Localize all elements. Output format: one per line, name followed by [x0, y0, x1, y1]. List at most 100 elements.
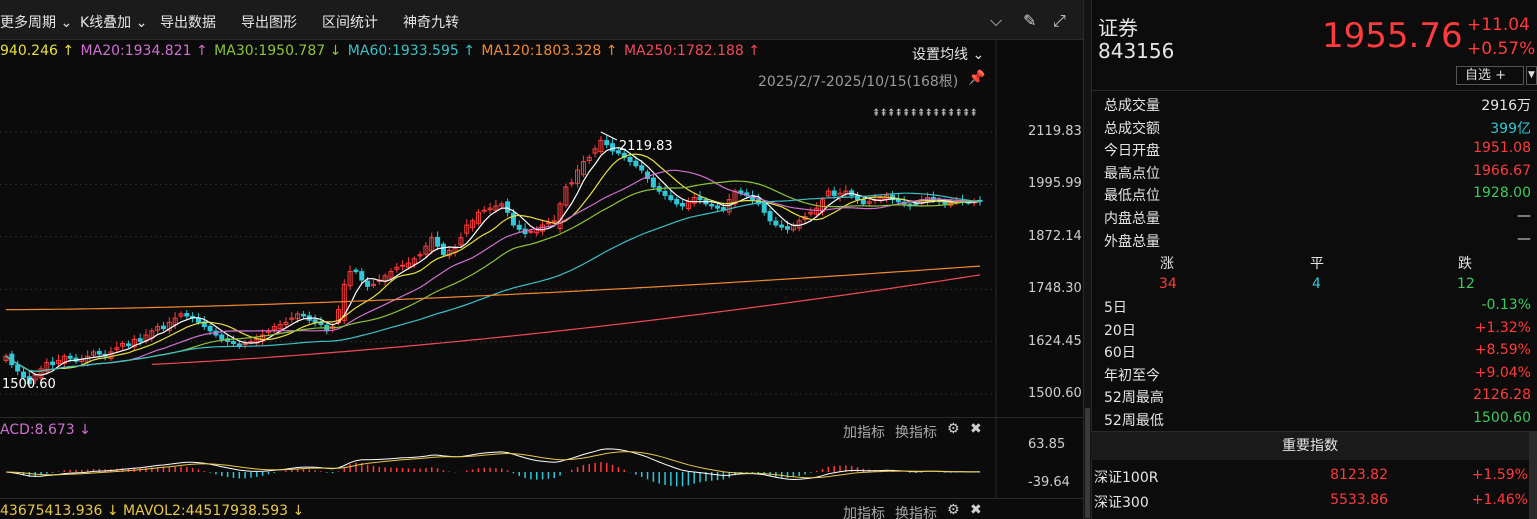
- high-annotation-arrow: [600, 131, 618, 141]
- marker-arrow: ⇞: [917, 108, 925, 119]
- price-tick: 1872.14: [1028, 229, 1082, 244]
- stat-value: —: [1517, 208, 1531, 224]
- ma250-line: [151, 274, 981, 365]
- divider: [1091, 431, 1537, 432]
- price-tick: 2119.83: [1028, 124, 1082, 139]
- gear-icon[interactable]: ⚙: [947, 502, 960, 518]
- candle-body: [814, 207, 820, 215]
- candle-body: [312, 319, 318, 323]
- candle-body: [575, 169, 581, 184]
- macd-dea-line: [5, 451, 980, 479]
- index-name[interactable]: 深证300: [1094, 495, 1149, 511]
- period-value: -0.13%: [1481, 297, 1531, 313]
- stat-label: 内盘总量: [1104, 211, 1160, 227]
- ma-setting-button[interactable]: 设置均线 ⌄: [912, 47, 985, 63]
- ma120-line: [6, 265, 981, 311]
- toolbar-magic-nine[interactable]: 神奇九转: [403, 15, 459, 31]
- index-change-pct: +1.59%: [1471, 467, 1528, 483]
- macd-add-indicator-button[interactable]: 加指标: [843, 425, 885, 441]
- candle-body: [808, 211, 814, 215]
- chart-scrollbar-thumb[interactable]: [1085, 408, 1090, 518]
- candle-body: [207, 325, 213, 332]
- macd-tick: 63.85: [1028, 437, 1066, 452]
- candle-body: [662, 190, 668, 196]
- candle-body: [359, 271, 365, 281]
- candle-body: [131, 338, 137, 348]
- brush-icon[interactable]: ✎: [1023, 11, 1037, 30]
- period-value: +9.04%: [1474, 364, 1531, 381]
- macd-switch-indicator-button[interactable]: 换指标: [895, 425, 937, 441]
- ma120-value: MA120:1803.328 ↑: [481, 43, 618, 59]
- stat-value: —: [1517, 230, 1531, 247]
- stat-label: 总成交额: [1104, 120, 1160, 137]
- date-range-label: 2025/2/7-2025/10/15(168根): [758, 74, 959, 90]
- candle-body: [709, 203, 715, 207]
- candle-body: [761, 201, 767, 213]
- candle-body: [248, 340, 254, 343]
- stat-label: 今日开盘: [1104, 143, 1160, 160]
- chevron-circle-icon[interactable]: ⌵: [990, 11, 1003, 30]
- pin-icon[interactable]: 📌: [968, 70, 986, 86]
- price-tick: 1500.60: [1028, 386, 1082, 401]
- candle-body: [394, 266, 400, 270]
- kline-chart-panel[interactable]: 更多周期 ⌄ K线叠加 ⌄ 导出数据 导出图形 区间统计 神奇九转 ⌵ ✎ ⤢ …: [0, 0, 1083, 519]
- fullscreen-icon[interactable]: ⤢: [1053, 11, 1066, 30]
- close-icon[interactable]: ✖: [970, 502, 982, 518]
- ma10-line: [5, 153, 981, 372]
- candle-body: [563, 186, 569, 206]
- candle-body: [400, 264, 406, 267]
- marker-arrow: ⇞: [902, 108, 910, 119]
- last-price: 1955.76: [1322, 16, 1463, 56]
- candle-body: [120, 342, 126, 347]
- gear-icon[interactable]: ⚙: [947, 421, 960, 437]
- ma250-value: MA250:1782.188 ↑: [623, 43, 761, 59]
- indices-scrollbar[interactable]: [1529, 432, 1537, 519]
- price-tick: 1624.45: [1028, 334, 1082, 349]
- candle-body: [55, 359, 61, 364]
- period-label: 年初至今: [1104, 367, 1160, 384]
- price-change-pct: +0.57%: [1467, 39, 1536, 59]
- breadth-up-header: 涨: [1160, 256, 1174, 272]
- vol-switch-indicator-button[interactable]: 换指标: [895, 506, 937, 519]
- vol-add-indicator-button[interactable]: 加指标: [843, 506, 885, 519]
- candle-body: [481, 209, 487, 212]
- candle-body: [674, 198, 680, 205]
- stat-label: 外盘总量: [1104, 233, 1160, 250]
- candle-body: [44, 362, 50, 372]
- period-label: 52周最高: [1104, 390, 1164, 407]
- candle-body: [493, 205, 499, 211]
- toolbar-more-periods[interactable]: 更多周期 ⌄: [0, 15, 73, 31]
- macd-tick: -39.64: [1028, 475, 1070, 490]
- toolbar-export-data[interactable]: 导出数据: [160, 15, 216, 31]
- toolbar-export-image[interactable]: 导出图形: [241, 15, 297, 31]
- candle-body: [633, 160, 639, 167]
- candle-body: [604, 140, 610, 146]
- breadth-up-count: 34: [1159, 276, 1177, 292]
- candle-body: [913, 203, 919, 206]
- indices-header: 重要指数: [1091, 432, 1529, 460]
- chevron-down-icon[interactable]: ▼: [1526, 66, 1537, 85]
- stat-label: 最高点位: [1104, 165, 1160, 182]
- candle-body: [411, 258, 417, 265]
- candle-body: [271, 326, 277, 331]
- candle-body: [347, 271, 353, 287]
- chart-scrollbar[interactable]: [1083, 0, 1091, 519]
- close-icon[interactable]: ✖: [970, 421, 982, 437]
- candle-body: [446, 249, 452, 257]
- macd-value: ACD:8.673 ↓: [0, 422, 91, 438]
- index-value: 5533.86: [1330, 492, 1388, 508]
- candle-body: [289, 317, 295, 320]
- candle-body: [551, 220, 557, 223]
- add-watchlist-button[interactable]: 自选 +: [1456, 66, 1524, 85]
- candle-body: [785, 226, 791, 230]
- toolbar-range-stats[interactable]: 区间统计: [322, 15, 378, 31]
- index-name[interactable]: 深证100R: [1094, 470, 1159, 486]
- low-annotation: 1500.60: [2, 377, 56, 392]
- candle-body: [860, 199, 866, 205]
- marker-arrow: ⇞: [895, 108, 903, 119]
- candle-body: [715, 205, 721, 209]
- candle-body: [510, 212, 516, 226]
- toolbar-kline-overlay[interactable]: K线叠加 ⌄: [80, 15, 148, 31]
- candle-body: [610, 143, 616, 152]
